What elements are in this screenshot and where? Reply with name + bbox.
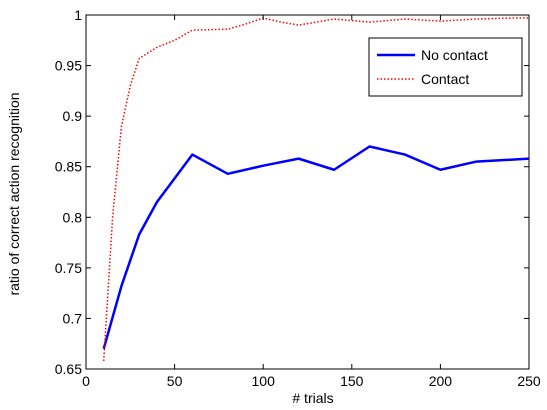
x-tick-label: 200 (429, 373, 453, 389)
x-tick-label: 50 (167, 373, 183, 389)
x-tick-label: 0 (82, 373, 90, 389)
y-tick-label: 0.95 (55, 58, 82, 74)
y-tick-label: 0.65 (55, 361, 82, 377)
y-tick-label: 0.9 (63, 108, 83, 124)
x-tick-label: 250 (517, 373, 541, 389)
y-tick-label: 1 (74, 7, 82, 23)
legend: No contact Contact (368, 37, 523, 97)
y-tick-label: 0.7 (63, 310, 83, 326)
legend-label: Contact (421, 71, 469, 87)
axes-layer: 0 50 100 150 200 250 0.65 0.7 0.75 0.8 0.85 0.9 0.95… (55, 7, 541, 389)
x-tick-label: 100 (252, 373, 276, 389)
x-axis-title: # trials (292, 390, 333, 406)
y-tick-label: 0.8 (63, 209, 83, 225)
y-tick-label: 0.85 (55, 159, 82, 175)
series-layer (102, 17, 530, 361)
x-tick-label: 150 (340, 373, 364, 389)
legend-label: No contact (421, 47, 488, 63)
legend-box (368, 37, 523, 97)
y-tick-label: 0.75 (55, 260, 82, 276)
y-axis-title: ratio of correct action recognition (6, 92, 22, 295)
series-line-no-contact (102, 145, 530, 350)
